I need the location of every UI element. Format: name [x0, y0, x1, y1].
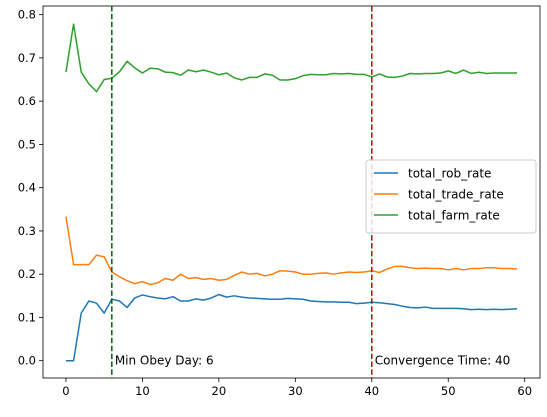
- y-tick-label: 0.8: [18, 8, 36, 22]
- legend-label: total_trade_rate: [408, 188, 504, 202]
- series-line-total-rob-rate: [65, 293, 518, 362]
- y-tick-label: 0.5: [18, 137, 36, 151]
- y-tick-label: 0.2: [18, 267, 36, 281]
- legend-label: total_farm_rate: [408, 209, 500, 223]
- vline-label-0: Min Obey Day: 6: [115, 354, 214, 368]
- x-tick-label: 40: [364, 384, 379, 398]
- y-tick-label: 0.3: [18, 224, 36, 238]
- y-tick-label: 0.4: [18, 181, 36, 195]
- x-tick-label: 10: [135, 384, 150, 398]
- vline-label-1: Convergence Time: 40: [375, 354, 510, 368]
- y-tick-label: 0.6: [18, 94, 36, 108]
- x-tick-label: 0: [62, 384, 69, 398]
- plot-frame: [42, 5, 541, 379]
- y-tick-label: 0.7: [18, 51, 36, 65]
- y-tick-label: 0.1: [18, 310, 36, 324]
- x-tick-label: 50: [441, 384, 456, 398]
- x-tick-label: 60: [517, 384, 532, 398]
- x-tick-label: 20: [212, 384, 227, 398]
- y-tick-label: 0.0: [18, 354, 36, 368]
- x-tick-label: 30: [288, 384, 303, 398]
- legend-box: [365, 159, 537, 234]
- series-line-total-trade-rate: [65, 216, 518, 286]
- legend-label: total_rob_rate: [408, 167, 491, 181]
- series-line-total-farm-rate: [65, 23, 518, 93]
